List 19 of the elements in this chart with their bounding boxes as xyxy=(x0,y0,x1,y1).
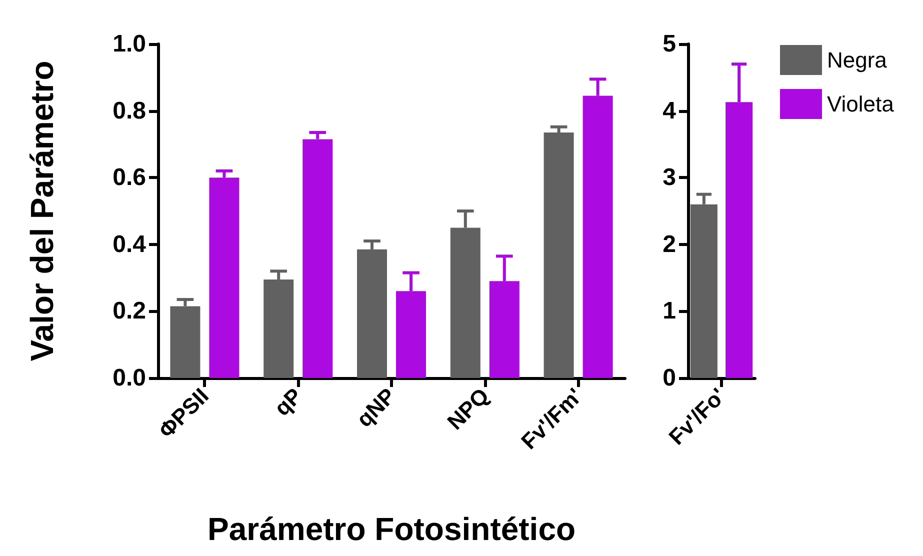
legend-label: Negra xyxy=(827,48,888,72)
y-tick-label: 4 xyxy=(662,97,677,124)
y-tick-label: 0 xyxy=(662,364,676,392)
bar xyxy=(544,132,574,378)
legend-label: Violeta xyxy=(827,92,895,116)
y-tick-label: 3 xyxy=(662,164,676,192)
y-tick-label: 1 xyxy=(662,298,676,325)
y-axis-title: Valor del Parámetro xyxy=(24,60,60,362)
y-tick-label: 0.4 xyxy=(112,230,147,258)
x-tick-label: qP xyxy=(269,383,307,421)
y-tick-label: 0.8 xyxy=(112,97,146,124)
y-tick-label: 0.0 xyxy=(112,364,146,392)
y-tick-label: 5 xyxy=(662,30,676,58)
y-tick-label: 1.0 xyxy=(112,30,146,58)
x-axis-title: Parámetro Fotosintético xyxy=(207,511,576,547)
y-tick-label: 2 xyxy=(662,230,676,258)
x-tick-label: qNP xyxy=(352,383,400,432)
y-tick-label: 0.6 xyxy=(112,164,146,192)
y-tick-label: 0.2 xyxy=(112,298,146,325)
